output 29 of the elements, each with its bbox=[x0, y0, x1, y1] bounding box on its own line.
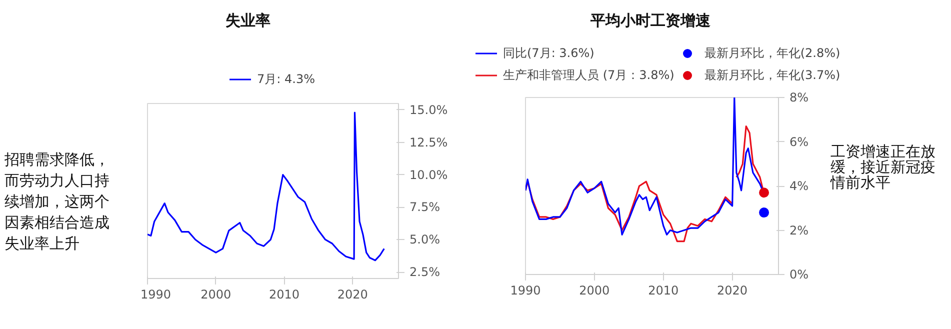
legend-label: 7月: 4.3% bbox=[257, 70, 315, 88]
y-tick-label: 0% bbox=[790, 268, 809, 282]
line-series bbox=[148, 112, 385, 262]
y-tick-label: 2% bbox=[790, 223, 809, 238]
legend-label: 生产和非管理人员 (7月：3.8%) bbox=[503, 66, 674, 84]
x-tick-label: 2020 bbox=[337, 288, 368, 302]
x-tick-label: 2020 bbox=[717, 284, 748, 298]
legend-label: 同比(7月: 3.6%) bbox=[503, 44, 594, 62]
y-tick-label: 15.0% bbox=[410, 102, 448, 117]
text: 招聘需求降低，而劳动力人口持续增加，这两个因素相结合造成失业率上升 bbox=[4, 150, 110, 252]
y-tick-label: 7.5% bbox=[410, 200, 440, 214]
y-tick-label: 12.5% bbox=[410, 135, 448, 150]
legend-label: 最新月环比，年化(2.8%) bbox=[704, 44, 840, 62]
y-tick-label: 2.5% bbox=[410, 265, 440, 280]
x-tick-label: 2000 bbox=[579, 284, 610, 298]
x-tick-label: 1990 bbox=[140, 288, 172, 302]
y-tick-label: 6% bbox=[790, 134, 809, 149]
chart-title: 失业率 bbox=[225, 12, 270, 30]
legend-label: 最新月环比，年化(3.7%) bbox=[704, 66, 840, 84]
text: 工资增速正在放缓，接近新冠疫情前水平 bbox=[830, 142, 936, 192]
x-tick-label: 1990 bbox=[510, 284, 541, 298]
y-tick-label: 10.0% bbox=[410, 168, 448, 182]
x-tick-label: 2010 bbox=[648, 284, 679, 298]
y-tick-label: 5.0% bbox=[410, 232, 440, 247]
x-tick-label: 2010 bbox=[269, 288, 300, 302]
x-tick-label: 2000 bbox=[200, 288, 232, 302]
chart-title: 平均小时工资增速 bbox=[590, 12, 712, 30]
y-tick-label: 8% bbox=[790, 90, 809, 104]
y-tick-label: 4% bbox=[790, 179, 809, 193]
